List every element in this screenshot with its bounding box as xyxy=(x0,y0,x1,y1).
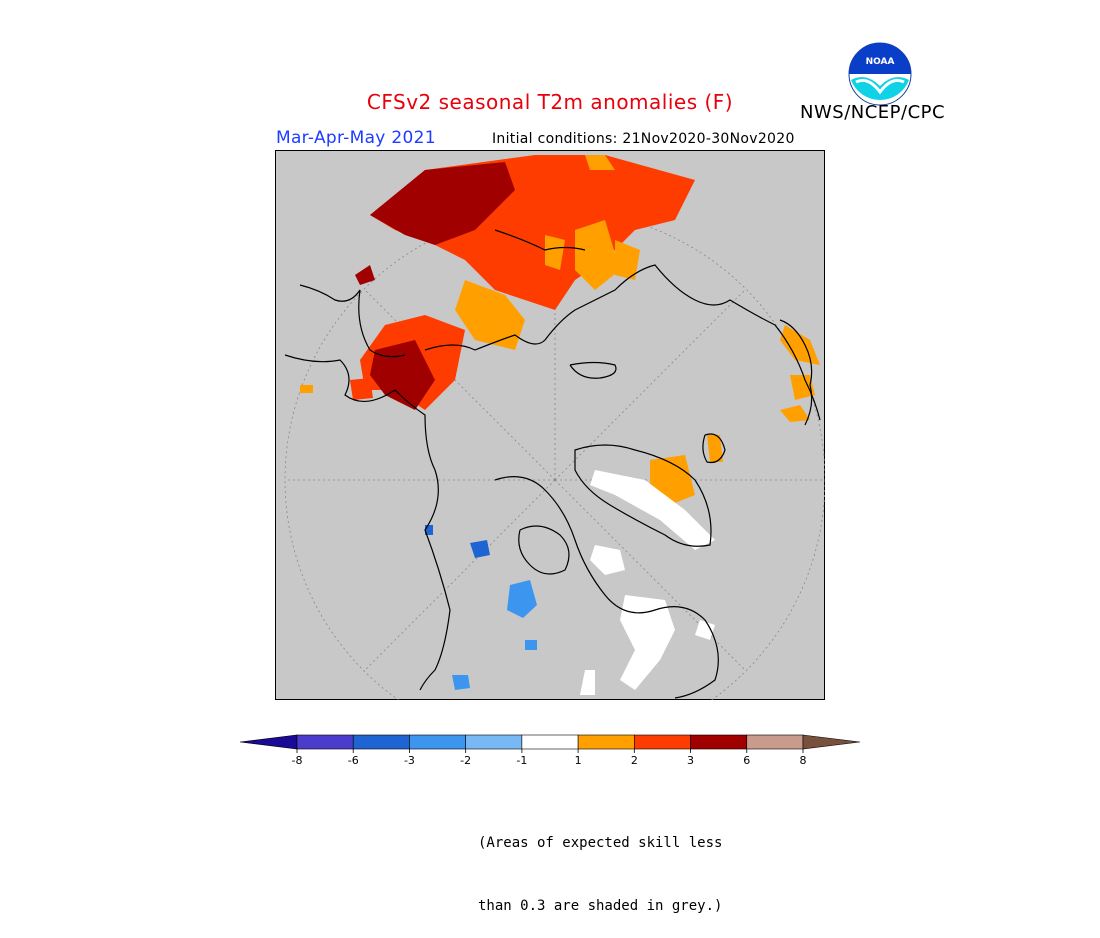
colorbar-tick-label: 8 xyxy=(800,754,807,767)
colorbar-bin xyxy=(577,734,635,750)
colorbar-bin xyxy=(352,734,410,750)
colorbar-tick-label: -8 xyxy=(292,754,303,767)
coastlines xyxy=(284,229,821,699)
colorbar-tick-label: 6 xyxy=(743,754,750,767)
colorbar-bin xyxy=(296,734,354,750)
map-title: CFSv2 seasonal T2m anomalies (F) xyxy=(366,90,734,114)
initial-conditions-label: Initial conditions: 21Nov2020-30Nov2020 xyxy=(492,131,795,147)
colorbar-bin xyxy=(521,734,579,750)
colorbar-tick-label: 1 xyxy=(575,754,582,767)
colorbar-tick-label: -6 xyxy=(348,754,359,767)
noaa-logo-text: NOAA xyxy=(866,57,895,67)
agency-label: NWS/NCEP/CPC xyxy=(800,102,946,123)
skill-note-line2: than 0.3 are shaded in grey.) xyxy=(478,898,723,914)
colorbar-tick-label: -2 xyxy=(460,754,471,767)
colorbar: -8 -6 -3 -2 -1 1 2 3 6 8 xyxy=(239,734,861,767)
colorbar-bin xyxy=(690,734,748,750)
skill-note-line1: (Areas of expected skill less xyxy=(478,835,723,851)
polar-map xyxy=(275,150,825,700)
neutral-anomaly-regions xyxy=(580,470,715,695)
skill-note: (Areas of expected skill less than 0.3 a… xyxy=(478,791,722,938)
warm-anomaly-eurasia xyxy=(300,155,695,410)
colorbar-arrow-high xyxy=(802,734,861,750)
colorbar-bin xyxy=(746,734,804,750)
colorbar-tick-label: 3 xyxy=(687,754,694,767)
season-label: Mar-Apr-May 2021 xyxy=(276,128,436,148)
colorbar-bin xyxy=(465,734,523,750)
noaa-logo: NOAA xyxy=(848,42,912,106)
colorbar-tick-label: 2 xyxy=(631,754,638,767)
colorbar-bin xyxy=(634,734,691,750)
colorbar-bin xyxy=(409,734,466,750)
colorbar-tick-label: -1 xyxy=(516,754,527,767)
cool-anomaly-regions xyxy=(425,525,537,690)
colorbar-tick-label: -3 xyxy=(404,754,415,767)
colorbar-arrow-low xyxy=(239,734,298,750)
